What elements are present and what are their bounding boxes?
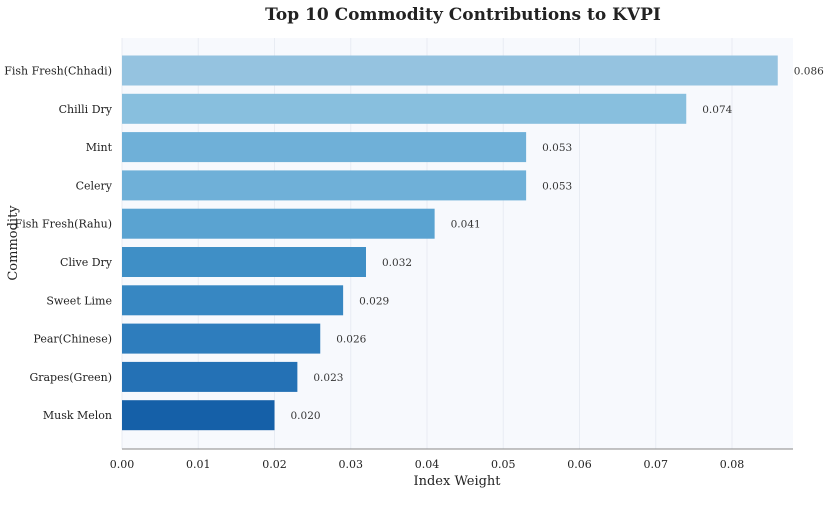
bar [122, 247, 366, 277]
x-tick-label: 0.04 [415, 458, 440, 471]
x-tick-label: 0.02 [262, 458, 287, 471]
bar [122, 170, 527, 201]
bar [122, 361, 298, 392]
data-label: 0.029 [359, 295, 389, 307]
category-label: Grapes(Green) [29, 371, 112, 384]
data-label: 0.041 [451, 219, 481, 231]
data-label: 0.023 [313, 372, 343, 384]
x-tick-label: 0.06 [567, 458, 592, 471]
x-tick-label: 0.03 [339, 458, 364, 471]
category-label: Celery [76, 179, 113, 192]
bar [122, 93, 687, 124]
data-label: 0.026 [336, 334, 366, 346]
category-label: Fish Fresh(Rahu) [15, 218, 112, 231]
x-tick-label: 0.08 [720, 458, 745, 471]
x-tick-label: 0.01 [186, 458, 211, 471]
data-label: 0.020 [291, 410, 321, 422]
data-label: 0.053 [542, 180, 572, 192]
x-tick-label: 0.00 [110, 458, 135, 471]
x-tick-label: 0.07 [644, 458, 669, 471]
chart-title: Top 10 Commodity Contributions to KVPI [265, 5, 661, 25]
bar [122, 400, 275, 431]
category-label: Pear(Chinese) [33, 333, 112, 346]
category-label: Mint [86, 141, 113, 154]
bar [122, 55, 778, 86]
data-label: 0.032 [382, 257, 412, 269]
axis-layer: 0.00 0.01 0.02 0.03 0.04 0.05 0.06 0.07 0.08 [110, 448, 793, 471]
data-label: 0.053 [542, 142, 572, 154]
data-label: 0.074 [702, 104, 732, 116]
x-axis-label: Index Weight [413, 474, 501, 489]
category-label: Clive Dry [60, 256, 113, 269]
bar-layer [122, 55, 778, 431]
bar [122, 285, 344, 316]
label-layer: Fish Fresh(Chhadi) 0.086 Chilli Dry 0.074 Mi… [4, 65, 824, 423]
bar [122, 208, 435, 239]
bar [122, 132, 527, 163]
bar [122, 323, 321, 354]
y-axis-label: Commodity [6, 205, 21, 281]
category-label: Musk Melon [43, 409, 112, 422]
x-tick-label: 0.05 [491, 458, 516, 471]
category-label: Chilli Dry [59, 103, 113, 116]
data-label: 0.086 [794, 66, 824, 78]
category-label: Sweet Lime [46, 294, 112, 307]
category-label: Fish Fresh(Chhadi) [4, 65, 112, 78]
